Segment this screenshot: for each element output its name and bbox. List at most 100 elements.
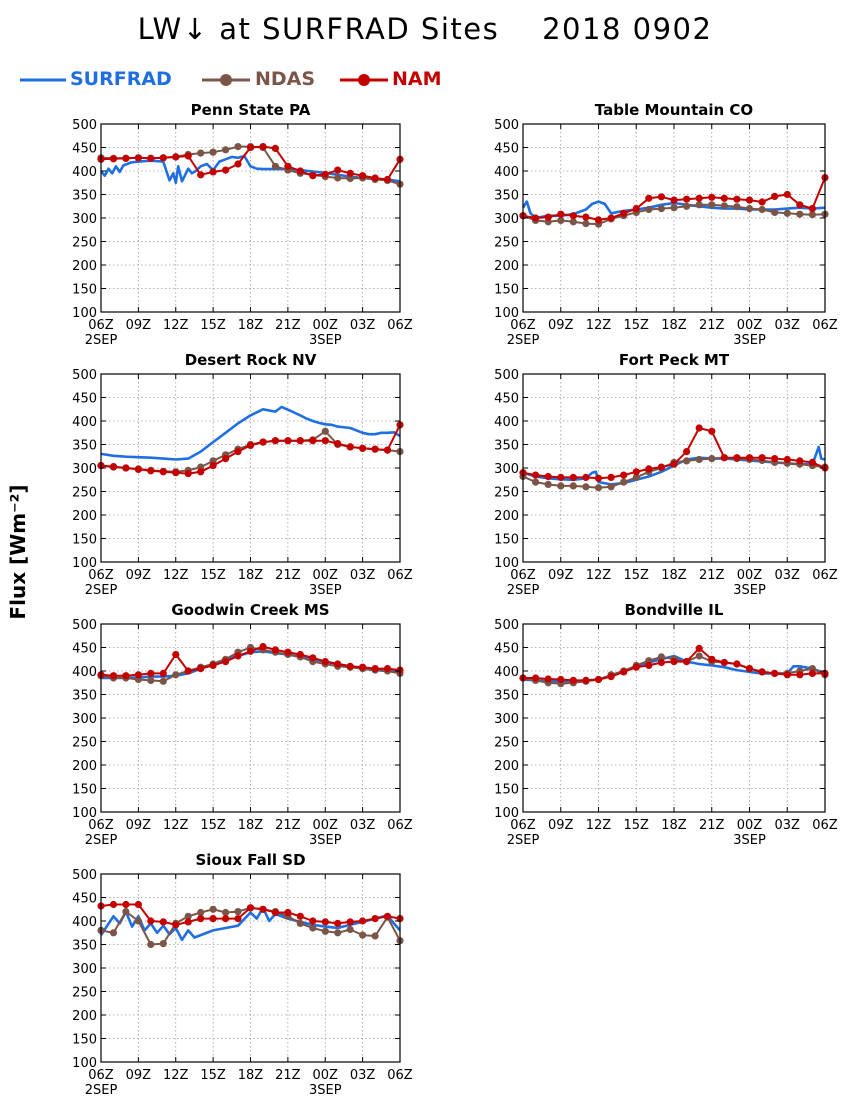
y-tick-label: 500 xyxy=(72,118,97,133)
data-point-ndas xyxy=(209,148,217,156)
data-point-nam xyxy=(695,644,703,653)
x-date-label: 2SEP xyxy=(85,333,118,348)
y-tick-label: 450 xyxy=(72,642,97,657)
y-tick-label: 450 xyxy=(72,392,97,407)
y-tick-label: 150 xyxy=(494,533,519,548)
x-tick-label: 03Z xyxy=(775,318,801,333)
data-point-nam xyxy=(246,441,255,449)
data-point-nam xyxy=(532,674,540,682)
x-tick-label: 09Z xyxy=(126,818,152,833)
x-tick-label: 03Z xyxy=(350,818,376,833)
data-point-nam xyxy=(632,468,640,476)
data-point-ndas xyxy=(209,905,217,913)
y-tick-label: 450 xyxy=(72,142,97,157)
data-point-nam xyxy=(259,905,267,913)
data-point-nam xyxy=(134,900,142,909)
x-date-label: 3SEP xyxy=(733,833,766,848)
x-tick-label: 12Z xyxy=(163,1068,189,1083)
data-point-nam xyxy=(371,174,379,182)
x-date-label: 3SEP xyxy=(733,583,766,598)
data-point-nam xyxy=(184,918,192,926)
data-point-nam xyxy=(708,655,716,663)
data-point-ndas xyxy=(557,482,565,490)
data-point-nam xyxy=(309,654,317,662)
data-point-nam xyxy=(359,444,367,452)
y-tick-label: 450 xyxy=(494,392,519,407)
data-point-nam xyxy=(346,169,354,177)
y-tick-label: 500 xyxy=(72,368,97,383)
data-point-nam xyxy=(582,473,590,481)
data-point-nam xyxy=(259,143,267,151)
x-date-label: 2SEP xyxy=(85,1083,118,1098)
data-point-nam xyxy=(771,455,779,463)
x-tick-label: 21Z xyxy=(699,568,725,583)
y-tick-label: 100 xyxy=(494,806,519,821)
x-tick-label: 12Z xyxy=(586,818,612,833)
data-point-nam xyxy=(695,424,703,432)
x-date-label: 2SEP xyxy=(85,833,118,848)
x-tick-label: 09Z xyxy=(548,318,574,333)
y-tick-label: 500 xyxy=(494,118,519,133)
data-point-nam xyxy=(222,455,230,463)
data-point-nam xyxy=(607,673,615,681)
data-point-ndas xyxy=(197,149,205,157)
x-tick-label: 12Z xyxy=(163,818,189,833)
y-tick-label: 150 xyxy=(72,533,97,548)
data-point-nam xyxy=(234,160,242,168)
chart-panel: Desert Rock NV 100 150 200 250 300 350 400 450 50… xyxy=(72,351,413,598)
y-tick-label: 400 xyxy=(494,415,519,430)
data-point-ndas xyxy=(683,202,691,210)
data-point-nam xyxy=(657,658,666,667)
data-point-ndas xyxy=(708,455,716,463)
chart-title: Sioux Fall SD xyxy=(195,851,305,869)
x-tick-label: 06Z xyxy=(387,318,413,333)
data-point-ndas xyxy=(334,174,342,182)
y-tick-label: 200 xyxy=(72,1009,97,1024)
data-point-nam xyxy=(720,658,728,667)
data-point-nam xyxy=(383,665,392,673)
data-point-nam xyxy=(607,473,615,481)
y-tick-label: 100 xyxy=(494,556,519,571)
data-point-ndas xyxy=(222,908,230,917)
x-tick-label: 15Z xyxy=(200,818,226,833)
chart-title: Goodwin Creek MS xyxy=(171,601,329,619)
x-tick-label: 21Z xyxy=(699,318,725,333)
data-point-nam xyxy=(147,917,155,925)
data-point-nam xyxy=(708,193,716,201)
x-tick-label: 00Z xyxy=(313,568,339,583)
data-point-nam xyxy=(796,671,804,679)
data-point-nam xyxy=(271,437,279,445)
x-tick-label: 12Z xyxy=(586,318,612,333)
data-point-nam xyxy=(222,915,230,923)
chart-title: Bondville IL xyxy=(625,601,724,619)
data-point-ndas xyxy=(569,482,577,490)
y-tick-label: 200 xyxy=(494,259,519,274)
y-tick-label: 200 xyxy=(72,259,97,274)
data-point-nam xyxy=(808,205,817,213)
data-point-nam xyxy=(808,669,817,678)
data-point-nam xyxy=(783,190,791,199)
data-point-nam xyxy=(632,205,640,213)
data-point-ndas xyxy=(271,162,279,170)
y-tick-label: 250 xyxy=(494,236,519,251)
data-point-nam xyxy=(234,652,242,660)
data-point-nam xyxy=(371,915,379,923)
x-tick-label: 06Z xyxy=(812,318,838,333)
data-point-ndas xyxy=(594,484,603,492)
data-point-nam xyxy=(582,213,590,221)
data-point-ndas xyxy=(184,912,192,920)
data-point-nam xyxy=(645,465,653,473)
chart-panel: Fort Peck MT 100 150 200 250 300 350 400 450 500 0… xyxy=(494,351,838,598)
data-point-ndas xyxy=(159,940,167,948)
data-point-nam xyxy=(771,669,779,678)
data-point-ndas xyxy=(695,455,703,464)
data-point-ndas xyxy=(620,478,628,486)
data-point-nam xyxy=(246,143,255,152)
y-tick-label: 450 xyxy=(494,142,519,157)
x-date-label: 3SEP xyxy=(309,333,342,348)
data-point-ndas xyxy=(296,919,304,928)
x-tick-label: 15Z xyxy=(200,568,226,583)
x-tick-label: 18Z xyxy=(238,818,264,833)
x-tick-label: 15Z xyxy=(200,1068,226,1083)
x-tick-label: 00Z xyxy=(313,318,339,333)
